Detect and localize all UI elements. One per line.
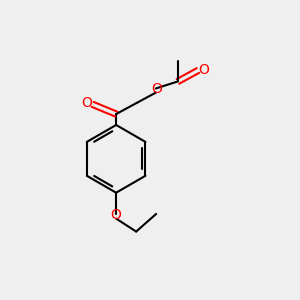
Text: O: O	[198, 63, 209, 76]
Text: O: O	[81, 96, 92, 110]
Text: O: O	[111, 208, 122, 222]
Text: O: O	[152, 82, 163, 96]
